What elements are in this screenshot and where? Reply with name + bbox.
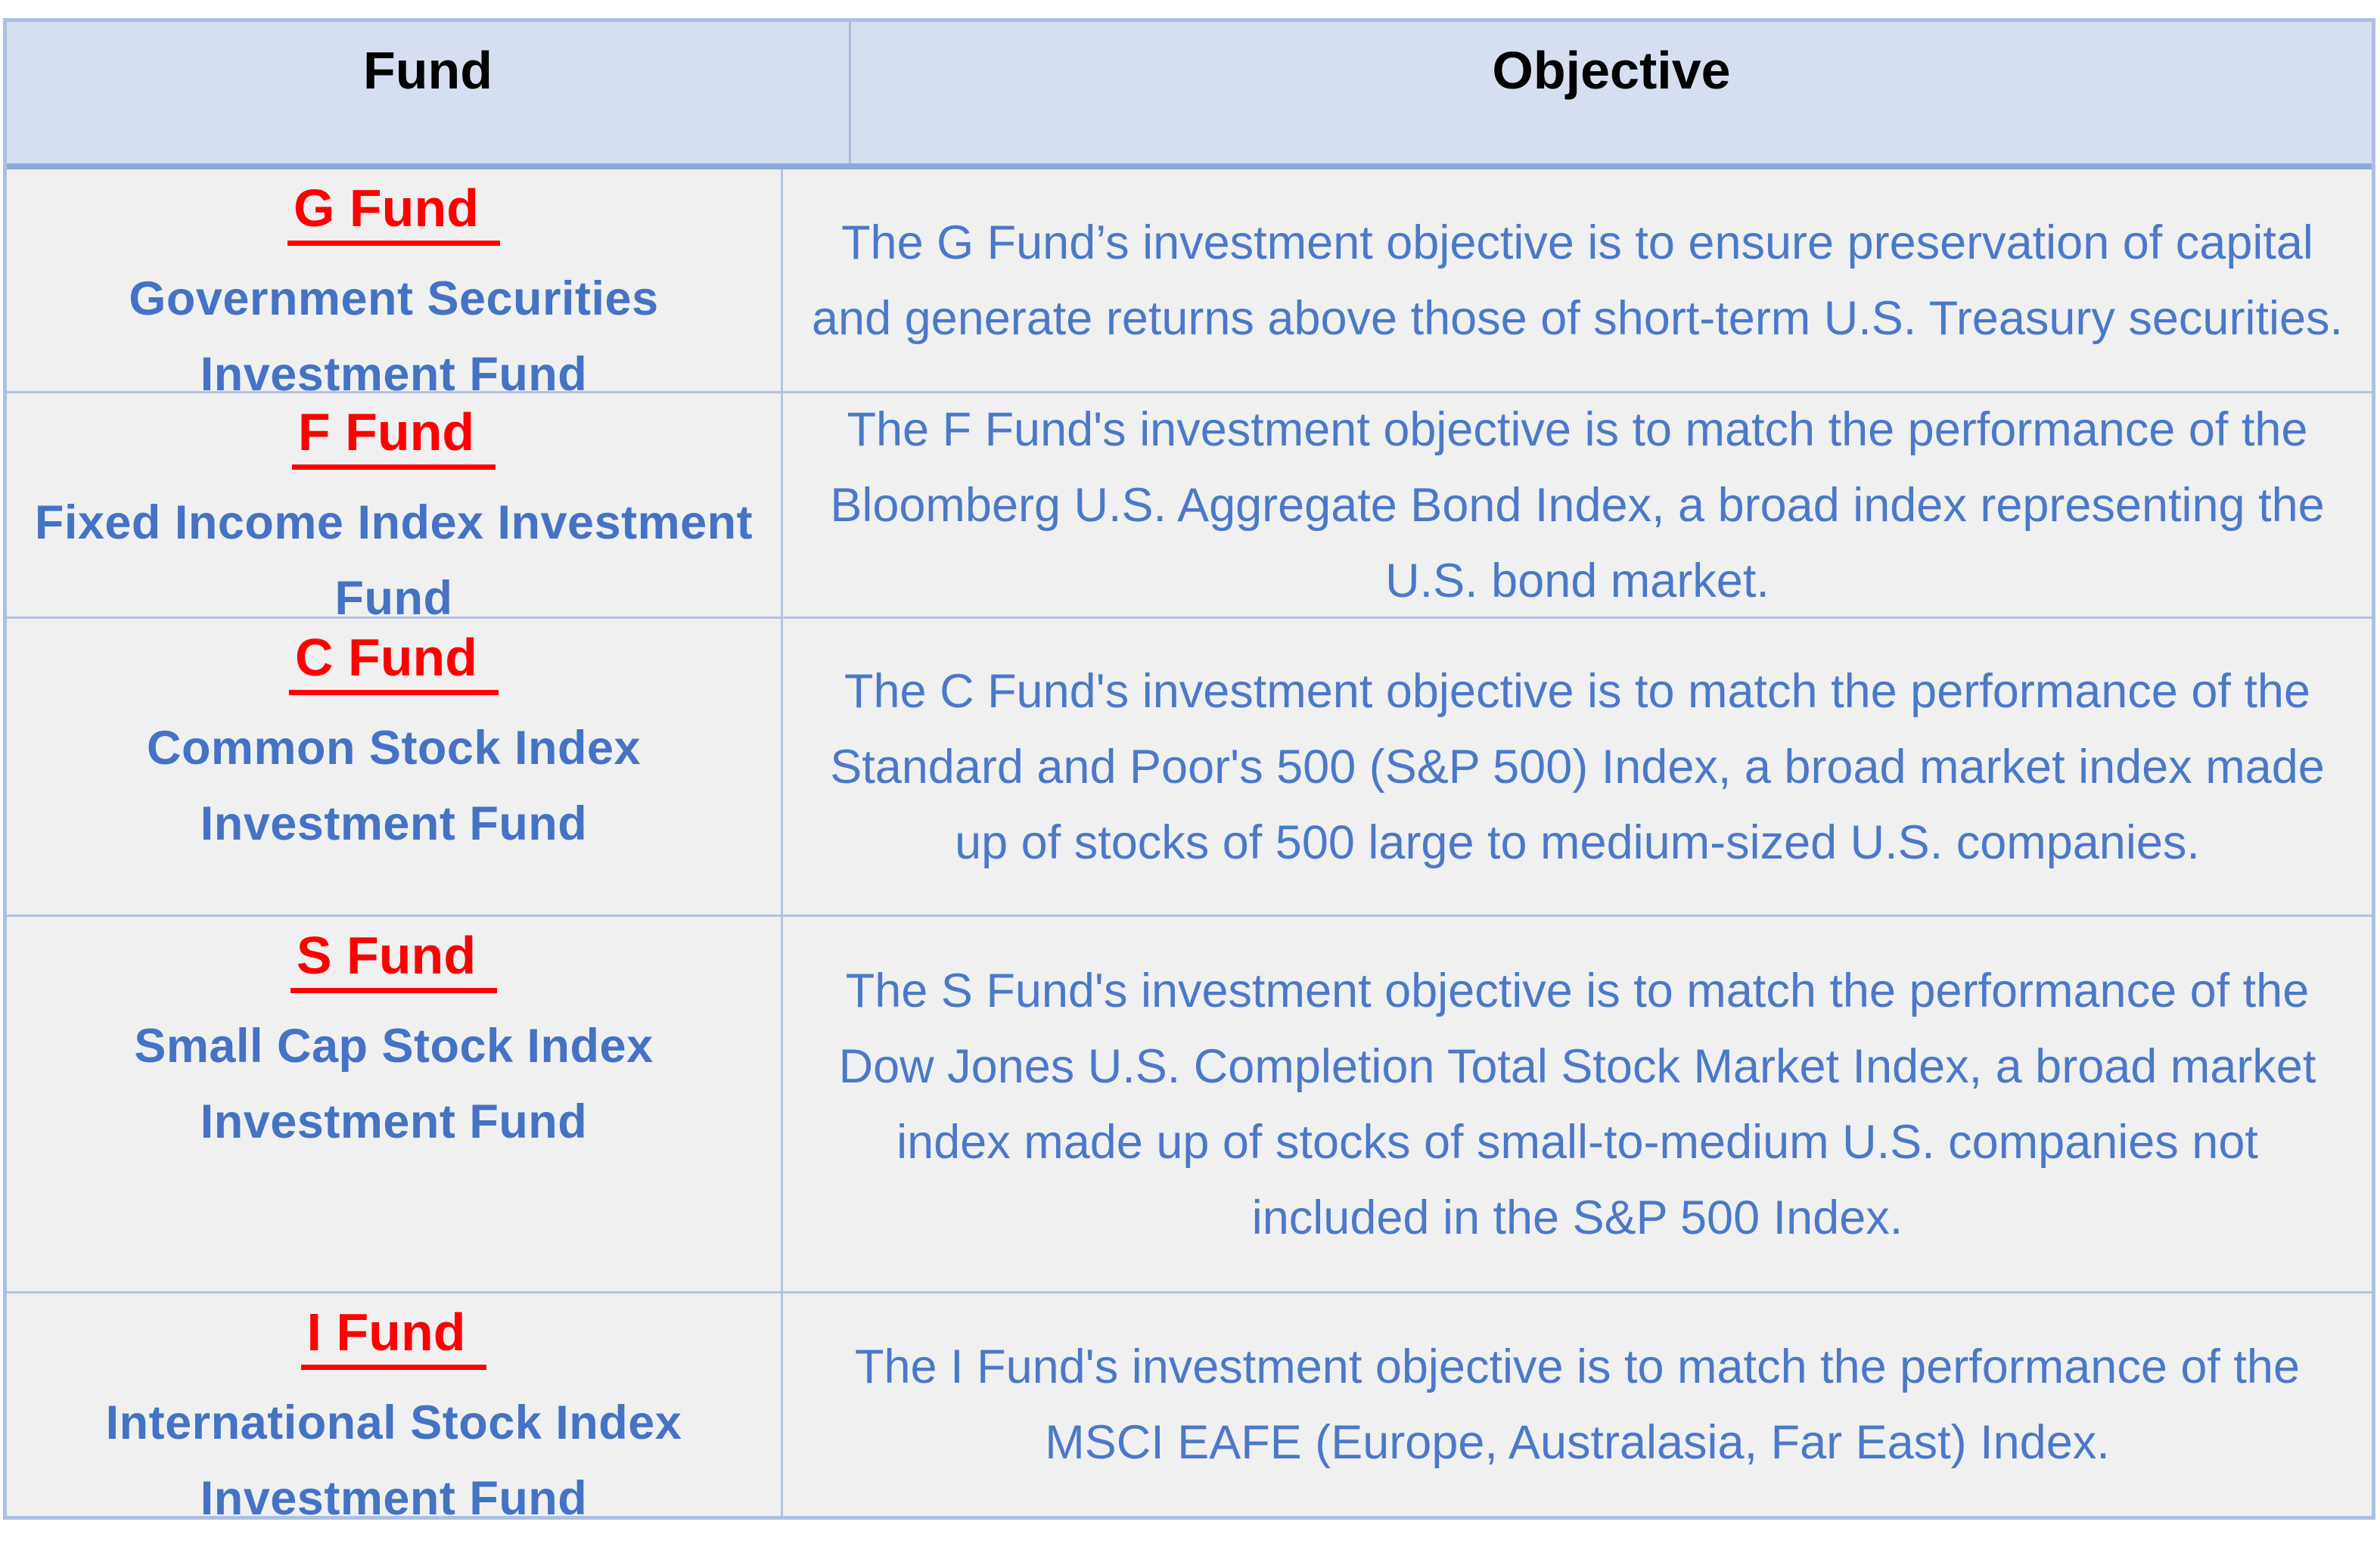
- fund-cell: C Fund Common Stock Index Investment Fun…: [7, 619, 783, 915]
- fund-code-line: F Fund: [7, 399, 781, 485]
- objective-cell: The I Fund's investment objective is to …: [783, 1294, 2372, 1516]
- objective-cell: The G Fund’s investment objective is to …: [783, 169, 2372, 391]
- table-row-g-fund: G Fund Government Securities Investment …: [7, 169, 2372, 401]
- funds-table: Fund Objective G Fund Government Securit…: [3, 18, 2375, 1525]
- objective-text: The S Fund's investment objective is to …: [838, 964, 2316, 1244]
- fund-code-line: I Fund: [7, 1300, 781, 1385]
- objective-cell: The F Fund's investment objective is to …: [783, 393, 2372, 616]
- objective-text: The I Fund's investment objective is to …: [855, 1340, 2300, 1469]
- fund-name: Fixed Income Index Investment Fund: [34, 496, 753, 625]
- header-cell-fund: Fund: [7, 22, 851, 163]
- table-row-s-fund: S Fund Small Cap Stock Index Investment …: [7, 915, 2372, 1291]
- table-row-f-fund: F Fund Fixed Income Index Investment Fun…: [7, 391, 2372, 625]
- table-row-i-fund: I Fund International Stock Index Investm…: [7, 1291, 2372, 1525]
- fund-code: I Fund: [300, 1300, 487, 1370]
- fund-name: Common Stock Index Investment Fund: [146, 722, 642, 850]
- fund-code: F Fund: [291, 399, 496, 470]
- table-header: Fund Objective: [7, 22, 2372, 169]
- fund-cell: F Fund Fixed Income Index Investment Fun…: [7, 393, 783, 625]
- objective-text: The F Fund's investment objective is to …: [830, 402, 2325, 607]
- objective-cell: The C Fund's investment objective is to …: [783, 619, 2372, 915]
- fund-code: S Fund: [290, 923, 498, 993]
- fund-cell: S Fund Small Cap Stock Index Investment …: [7, 917, 783, 1291]
- header-objective-label: Objective: [1492, 41, 1731, 100]
- fund-code: G Fund: [287, 175, 500, 246]
- table-row-c-fund: C Fund Common Stock Index Investment Fun…: [7, 616, 2372, 915]
- fund-name: Government Securities Investment Fund: [129, 272, 659, 401]
- fund-cell: G Fund Government Securities Investment …: [7, 169, 783, 401]
- fund-code-line: S Fund: [7, 923, 781, 1008]
- fund-name: Small Cap Stock Index Investment Fund: [134, 1020, 654, 1148]
- objective-cell: The S Fund's investment objective is to …: [783, 917, 2372, 1291]
- fund-name: International Stock Index Investment Fun…: [105, 1396, 682, 1525]
- objective-text: The C Fund's investment objective is to …: [830, 664, 2325, 869]
- header-fund-label: Fund: [362, 41, 493, 100]
- fund-cell: I Fund International Stock Index Investm…: [7, 1294, 783, 1525]
- fund-code-line: G Fund: [7, 175, 781, 261]
- header-cell-objective: Objective: [851, 22, 2372, 163]
- objective-text: The G Fund’s investment objective is to …: [812, 216, 2343, 345]
- fund-code: C Fund: [288, 625, 499, 695]
- fund-code-line: C Fund: [7, 625, 781, 710]
